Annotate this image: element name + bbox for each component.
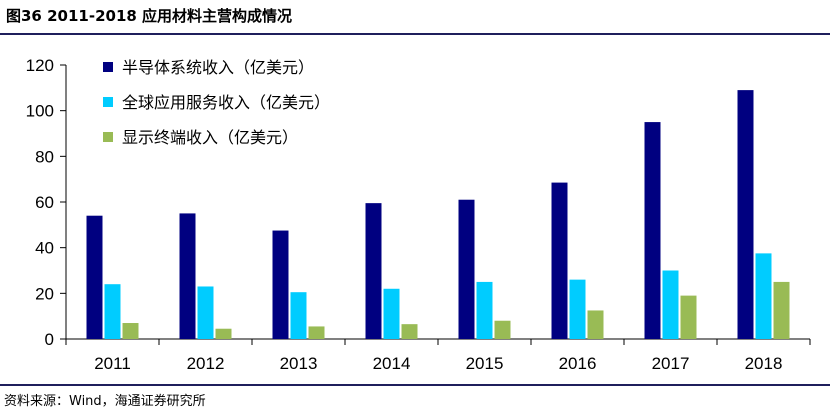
bar-semiconductor-2018: [737, 90, 754, 339]
y-tick-label: 40: [35, 239, 54, 258]
bar-global_services-2017: [662, 270, 679, 339]
bar-semiconductor-2012: [179, 213, 196, 339]
bar-global_services-2012: [197, 286, 214, 339]
bar-global_services-2014: [383, 288, 400, 339]
bar-semiconductor-2017: [644, 122, 661, 339]
bar-display-2012: [215, 328, 232, 339]
bar-semiconductor-2013: [272, 230, 289, 339]
x-tick-label: 2011: [94, 354, 131, 373]
bar-display-2016: [587, 310, 604, 339]
bar-display-2011: [122, 323, 139, 339]
bar-display-2018: [773, 281, 790, 339]
bar-global_services-2013: [290, 292, 307, 339]
y-tick-label: 100: [26, 102, 54, 121]
source-note: 资料来源：Wind，海通证券研究所: [4, 394, 206, 409]
bar-semiconductor-2014: [365, 203, 382, 339]
x-tick-label: 2018: [745, 354, 783, 373]
x-tick-label: 2013: [280, 354, 318, 373]
bar-global_services-2016: [569, 279, 586, 339]
bar-display-2013: [308, 326, 325, 339]
bar-display-2017: [680, 295, 697, 339]
y-tick-label: 60: [35, 193, 54, 212]
x-tick-label: 2017: [652, 354, 690, 373]
x-axis: 2011 2012 2013 2014 2015 2016 2017 2018: [65, 338, 811, 373]
x-tick-label: 2016: [559, 354, 597, 373]
y-tick-label: 0: [45, 330, 54, 349]
bars: [86, 90, 790, 339]
bottom-rule: [0, 384, 830, 386]
y-tick-label: 120: [26, 56, 54, 75]
legend-swatch-global_services: [103, 97, 113, 107]
figure-title: 图36 2011-2018 应用材料主营构成情况: [6, 7, 293, 25]
bar-global_services-2018: [755, 253, 772, 339]
legend-label-global_services: 全球应用服务收入（亿美元）: [122, 93, 330, 112]
bar-display-2014: [401, 324, 418, 339]
y-tick-label: 20: [35, 284, 54, 303]
x-tick-label: 2012: [187, 354, 225, 373]
bar-global_services-2015: [476, 281, 493, 339]
bar-chart: 0 20 40 60 80 100 120 2011 2012 2013 2014 2015 2016…: [26, 56, 811, 373]
legend-swatch-semiconductor: [103, 62, 113, 72]
top-rule: [0, 33, 830, 35]
legend: 半导体系统收入（亿美元） 全球应用服务收入（亿美元） 显示终端收入（亿美元）: [103, 58, 330, 147]
bar-display-2015: [494, 320, 511, 339]
x-tick-label: 2014: [373, 354, 411, 373]
bar-semiconductor-2015: [458, 199, 475, 339]
y-axis: 0 20 40 60 80 100 120: [26, 56, 67, 349]
x-tick-label: 2015: [466, 354, 504, 373]
bar-semiconductor-2011: [86, 215, 103, 339]
legend-label-semiconductor: 半导体系统收入（亿美元）: [122, 58, 314, 77]
y-tick-label: 80: [35, 147, 54, 166]
legend-swatch-display: [103, 132, 113, 142]
bar-global_services-2011: [104, 284, 121, 339]
legend-label-display: 显示终端收入（亿美元）: [122, 128, 298, 147]
bar-semiconductor-2016: [551, 182, 568, 339]
